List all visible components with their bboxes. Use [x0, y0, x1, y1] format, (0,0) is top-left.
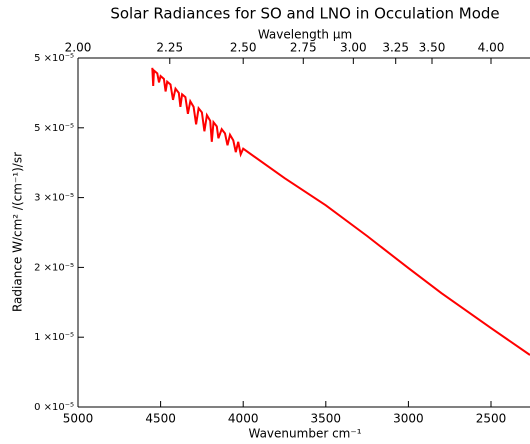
x-tick-label: 5000	[63, 412, 94, 426]
y-tick-label: 2 ×10⁻⁵	[34, 262, 74, 273]
y-tick-label: 1 ×10⁻⁵	[34, 332, 74, 343]
x2-tick-label: 3.25	[382, 41, 409, 55]
x2-tick-label: 3.00	[340, 41, 367, 55]
y-axis-label: Radiance W/cm² /(cm⁻¹)/sr	[11, 152, 25, 312]
x-axis-label: Wavenumber cm⁻¹	[248, 427, 361, 441]
x-tick-label: 4500	[145, 412, 176, 426]
x2-tick-label: 3.50	[419, 41, 446, 55]
x-tick-label: 2500	[476, 412, 507, 426]
y-tick-label: 3 ×10⁻⁵	[34, 193, 74, 204]
x2-tick-label: 2.75	[290, 41, 317, 55]
x2-tick-label: 2.25	[156, 41, 183, 55]
x-tick-label: 3500	[311, 412, 342, 426]
x2-tick-label: 2.50	[230, 41, 257, 55]
chart-title: Solar Radiances for SO and LNO in Occula…	[110, 5, 499, 23]
x2-tick-label: 4.00	[478, 41, 505, 55]
y-tick-label: 5 ×10⁻⁵	[34, 123, 74, 134]
data-line	[151, 67, 530, 356]
y-tick-label: 5 ×10⁻⁵	[34, 53, 74, 64]
x-tick-label: 4000	[228, 412, 259, 426]
y-tick-label: 0 ×10⁻⁵	[34, 402, 74, 413]
x-tick-label: 3000	[393, 412, 424, 426]
x2-tick-label: 2.00	[65, 41, 92, 55]
x2-axis-label: Wavelength μm	[258, 28, 352, 42]
